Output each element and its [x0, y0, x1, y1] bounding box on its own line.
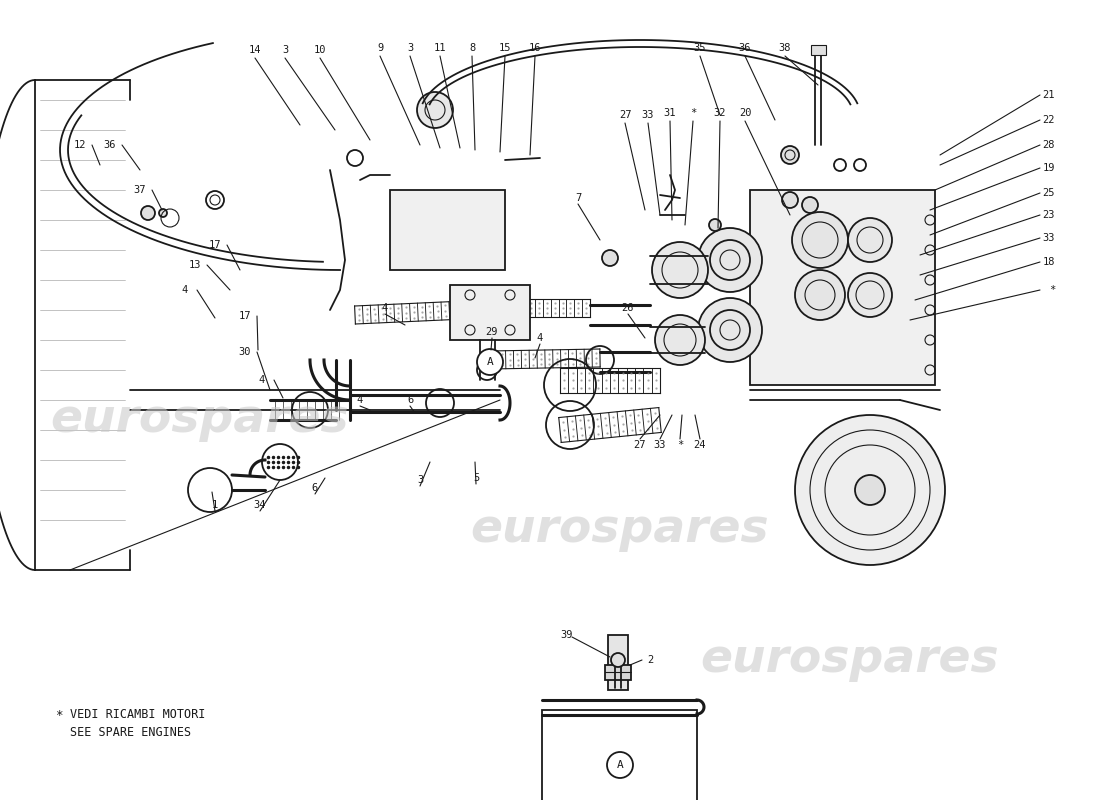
- Circle shape: [607, 752, 632, 778]
- Text: 7: 7: [575, 193, 581, 203]
- Text: 3: 3: [282, 45, 288, 55]
- Bar: [542, 710, 697, 800]
- Text: 27: 27: [618, 110, 631, 120]
- Text: 38: 38: [779, 43, 791, 53]
- Circle shape: [848, 273, 892, 317]
- Text: 4: 4: [537, 333, 543, 343]
- Text: 6: 6: [312, 483, 318, 493]
- Text: 33: 33: [641, 110, 654, 120]
- Text: 27: 27: [634, 440, 647, 450]
- Text: 31: 31: [663, 108, 676, 118]
- Text: 20: 20: [739, 108, 751, 118]
- Text: 12: 12: [74, 140, 86, 150]
- Text: 23: 23: [1043, 210, 1055, 220]
- Text: 26: 26: [621, 303, 635, 313]
- Text: *: *: [690, 108, 696, 118]
- Text: 35: 35: [694, 43, 706, 53]
- Text: 15: 15: [498, 43, 512, 53]
- Circle shape: [795, 415, 945, 565]
- Circle shape: [710, 219, 720, 231]
- Text: 4: 4: [258, 375, 265, 385]
- Text: 33: 33: [653, 440, 667, 450]
- Text: 25: 25: [1043, 188, 1055, 198]
- Circle shape: [652, 242, 708, 298]
- Text: 24: 24: [694, 440, 706, 450]
- Text: 4: 4: [356, 395, 363, 405]
- Text: 3: 3: [417, 475, 424, 485]
- Text: 4: 4: [182, 285, 188, 295]
- Text: 18: 18: [1043, 257, 1055, 267]
- Text: SEE SPARE ENGINES: SEE SPARE ENGINES: [70, 726, 191, 739]
- Text: 16: 16: [529, 43, 541, 53]
- Circle shape: [417, 92, 453, 128]
- Circle shape: [160, 209, 167, 217]
- Text: 2: 2: [647, 655, 653, 665]
- Text: *: *: [1048, 285, 1055, 295]
- Bar: [608, 635, 628, 690]
- Text: VEDI RICAMBI MOTORI: VEDI RICAMBI MOTORI: [70, 709, 206, 722]
- Text: 30: 30: [239, 347, 251, 357]
- Text: A: A: [617, 760, 624, 770]
- Circle shape: [855, 475, 886, 505]
- Text: 19: 19: [1043, 163, 1055, 173]
- Circle shape: [610, 653, 625, 667]
- Text: 11: 11: [433, 43, 447, 53]
- Text: 3: 3: [407, 43, 414, 53]
- Circle shape: [654, 315, 705, 365]
- Text: 29: 29: [486, 327, 498, 337]
- Text: 4: 4: [382, 303, 388, 313]
- Text: eurospares: eurospares: [471, 507, 769, 553]
- Text: 1: 1: [212, 500, 218, 510]
- Text: 36: 36: [103, 140, 117, 150]
- Text: 22: 22: [1043, 115, 1055, 125]
- Text: 8: 8: [469, 43, 475, 53]
- Text: 17: 17: [209, 240, 221, 250]
- Text: 6: 6: [407, 395, 414, 405]
- Text: 37: 37: [134, 185, 146, 195]
- Text: 34: 34: [254, 500, 266, 510]
- Text: 9: 9: [377, 43, 383, 53]
- Circle shape: [795, 270, 845, 320]
- Circle shape: [781, 146, 799, 164]
- Text: eurospares: eurospares: [701, 638, 999, 682]
- Text: *: *: [676, 440, 683, 450]
- Text: 21: 21: [1043, 90, 1055, 100]
- Circle shape: [698, 298, 762, 362]
- Circle shape: [477, 349, 503, 375]
- Text: 39: 39: [560, 630, 572, 640]
- Circle shape: [792, 212, 848, 268]
- Text: 13: 13: [189, 260, 201, 270]
- Circle shape: [602, 250, 618, 266]
- Text: eurospares: eurospares: [51, 398, 350, 442]
- Circle shape: [782, 192, 797, 208]
- Text: 17: 17: [239, 311, 251, 321]
- Text: 33: 33: [1043, 233, 1055, 243]
- Circle shape: [802, 197, 818, 213]
- Circle shape: [141, 206, 155, 220]
- Bar: [605, 665, 631, 680]
- Text: 14: 14: [249, 45, 262, 55]
- Text: 32: 32: [714, 108, 726, 118]
- Text: 5: 5: [473, 473, 480, 483]
- Text: A: A: [486, 357, 494, 367]
- Circle shape: [848, 218, 892, 262]
- Bar: [811, 45, 826, 55]
- Text: *: *: [55, 709, 63, 722]
- Bar: [450, 285, 530, 340]
- Text: 36: 36: [739, 43, 751, 53]
- Text: 28: 28: [1043, 140, 1055, 150]
- Text: 10: 10: [314, 45, 327, 55]
- Circle shape: [698, 228, 762, 292]
- Bar: [750, 190, 935, 385]
- Bar: [390, 190, 505, 270]
